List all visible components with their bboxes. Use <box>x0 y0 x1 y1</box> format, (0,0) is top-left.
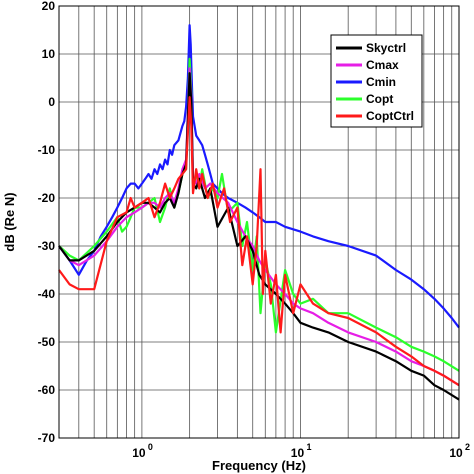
y-axis-title: dB (Re N) <box>2 192 17 251</box>
x-tick-label: 10 1 <box>291 442 312 460</box>
legend-label-skyctrl: Skyctrl <box>366 41 406 55</box>
x-tick-label: 10 2 <box>449 442 470 460</box>
series-lines <box>58 24 460 401</box>
y-tick-label: -70 <box>38 431 56 445</box>
y-tick-label: 10 <box>42 47 56 61</box>
plot-frame <box>58 5 460 439</box>
x-tick-base: 10 <box>132 446 146 460</box>
y-tick-label: -40 <box>38 287 56 301</box>
x-tick-exponent: 0 <box>148 442 153 452</box>
x-tick-base: 10 <box>449 446 463 460</box>
series-line-coptctrl <box>58 96 460 387</box>
legend: Skyctrl Cmax Cmin Copt CoptCtrl <box>330 34 423 128</box>
legend-label-cmin: Cmin <box>366 75 396 89</box>
y-tick-label: -50 <box>38 335 56 349</box>
y-tick-labels: 20 10 0 -10 -20 -30 -40 -50 -60 -70 <box>38 0 56 445</box>
legend-label-copt: Copt <box>366 92 393 106</box>
x-tick-labels: 10 0 10 1 10 2 <box>132 442 470 460</box>
y-tick-label: 0 <box>48 95 55 109</box>
y-tick-label: -30 <box>38 239 56 253</box>
x-axis-title: Frequency (Hz) <box>212 458 306 473</box>
y-tick-label: -60 <box>38 383 56 397</box>
x-tick-label: 10 0 <box>132 442 153 460</box>
series-line-cmin <box>58 24 460 329</box>
y-tick-label: -10 <box>38 143 56 157</box>
x-tick-base: 10 <box>291 446 305 460</box>
x-tick-exponent: 2 <box>465 442 470 452</box>
legend-label-cmax: Cmax <box>366 58 399 72</box>
legend-label-coptctrl: CoptCtrl <box>366 109 414 123</box>
y-tick-label: 20 <box>42 0 56 13</box>
legend-items: Skyctrl Cmax Cmin Copt CoptCtrl <box>336 41 414 123</box>
x-tick-exponent: 1 <box>306 442 311 452</box>
y-tick-label: -20 <box>38 191 56 205</box>
series-line-cmax <box>58 67 460 387</box>
